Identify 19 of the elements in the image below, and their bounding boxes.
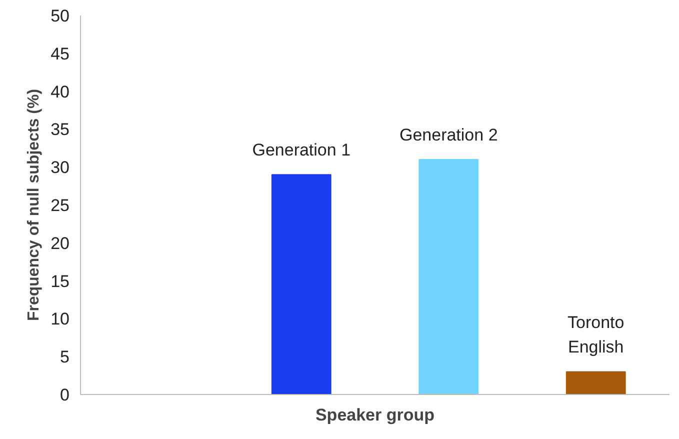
annotation: Generation 2 xyxy=(399,125,498,144)
x-axis-title: Speaker group xyxy=(315,406,435,424)
bar xyxy=(566,371,626,394)
y-axis-title: Frequency of null subjects (%) xyxy=(26,88,43,322)
y-tick-label: 50 xyxy=(50,6,70,26)
y-tick-label: 5 xyxy=(60,348,70,367)
y-tick-label: 30 xyxy=(50,158,70,178)
y-tick-label: 35 xyxy=(50,120,70,140)
bar xyxy=(418,159,479,394)
annotation: Toronto English xyxy=(568,312,624,357)
y-tick-label: 15 xyxy=(50,272,70,291)
y-tick-label: 20 xyxy=(50,234,70,253)
y-tick-label: 10 xyxy=(50,310,70,329)
y-tick-label: 45 xyxy=(50,44,70,64)
y-tick-label: 0 xyxy=(60,386,70,404)
y-tick-label: 25 xyxy=(50,196,70,215)
annotation: Generation 1 xyxy=(252,140,351,160)
y-tick-label: 40 xyxy=(50,82,70,102)
bar xyxy=(271,174,332,394)
